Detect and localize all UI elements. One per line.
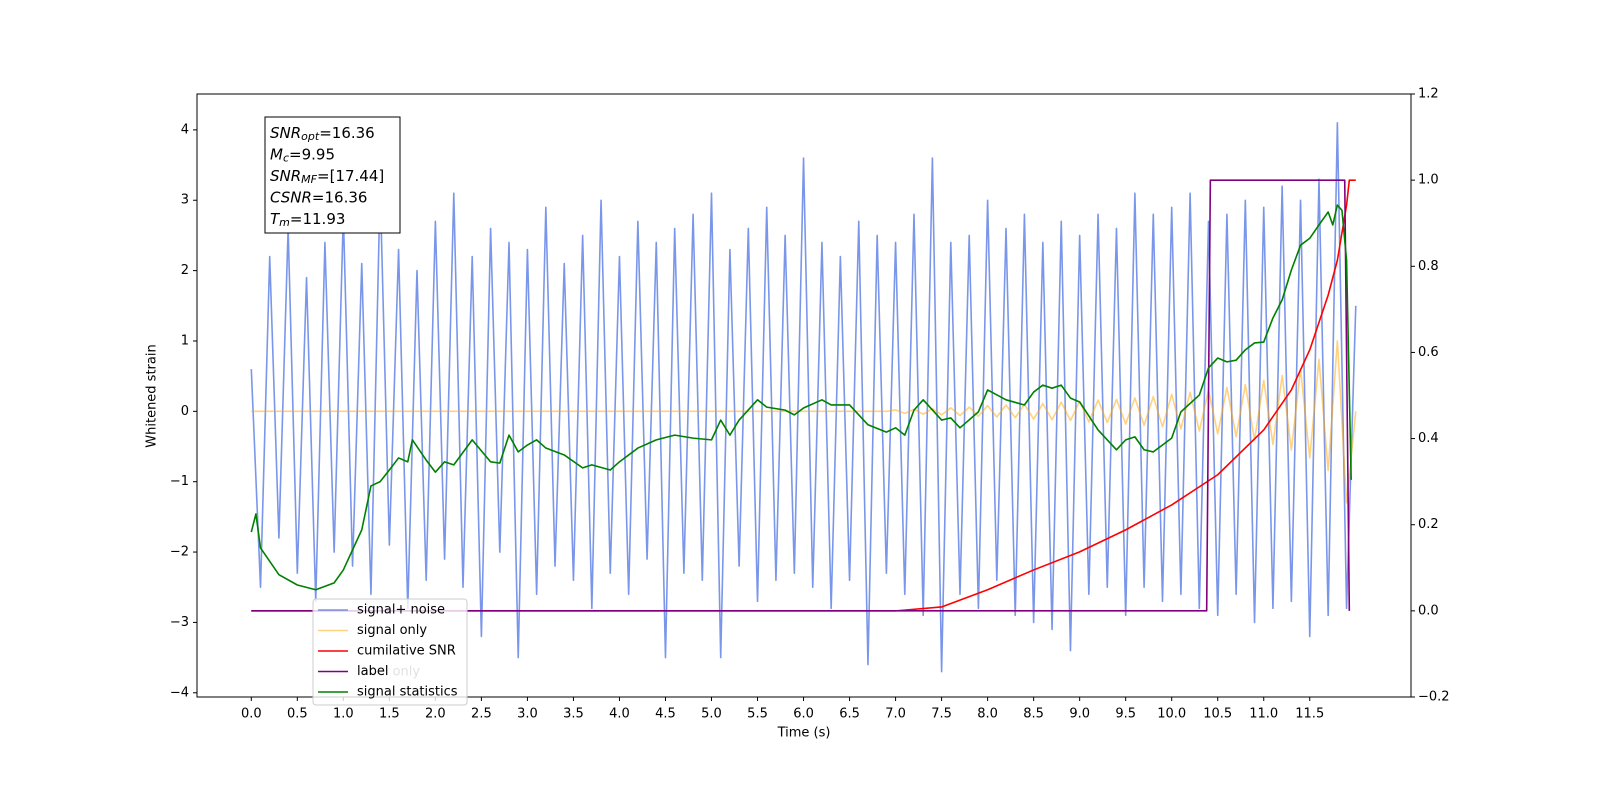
y-tick-label: −3 (170, 615, 189, 630)
x-tick-label: 8.5 (1023, 707, 1044, 722)
annotation-symbol: SNR (270, 124, 301, 142)
y-tick-label: −4 (170, 685, 189, 700)
legend-label: label (357, 664, 388, 679)
annotation-value: =9.95 (289, 145, 335, 163)
annotation-symbol: T (270, 210, 281, 228)
x-tick-label: 2.5 (471, 707, 492, 722)
annotation-subscript: c (283, 152, 289, 165)
annotation-symbol: M (270, 145, 283, 163)
x-tick-label: 7.0 (885, 707, 906, 722)
x-tick-label: 8.0 (977, 707, 998, 722)
annotation-line: Tm=11.93 (270, 210, 345, 230)
annotation-line: SNRMF=[17.44] (270, 167, 384, 187)
x-tick-label: 3.0 (517, 707, 538, 722)
y2-tick-label: 0.4 (1418, 431, 1439, 446)
series-line (250, 122, 1357, 673)
x-tick-label: 4.0 (609, 707, 630, 722)
annotation-symbol: SNR (270, 167, 301, 185)
annotation-value: =11.93 (290, 210, 346, 228)
x-tick-label: 9.5 (1115, 707, 1136, 722)
x-tick-label: 7.5 (931, 707, 952, 722)
annotation-subscript: MF (301, 173, 317, 186)
legend-label: cumilative SNR (357, 644, 456, 659)
x-tick-label: 1.5 (379, 707, 400, 722)
series-line (251, 179, 1351, 612)
y-tick-label: 4 (181, 122, 189, 137)
x-tick-label: 2.0 (425, 707, 446, 722)
x-axis-label: Time (s) (777, 726, 831, 741)
annotation-line: Mc=9.95 (270, 145, 335, 165)
y-tick-label: −2 (170, 545, 189, 560)
series-line (251, 179, 1356, 612)
y-tick-label: −1 (170, 474, 189, 489)
y-tick-label: 1 (181, 333, 189, 348)
x-tick-label: 10.5 (1203, 707, 1232, 722)
x-tick-label: 10.0 (1157, 707, 1186, 722)
x-tick-label: 1.0 (333, 707, 354, 722)
y-tick-label: 2 (181, 263, 189, 278)
y2-tick-label: 1.2 (1418, 87, 1439, 102)
x-tick-label: 4.5 (655, 707, 676, 722)
x-tick-label: 0.5 (287, 707, 308, 722)
series-line (251, 340, 1357, 504)
annotation-line: CSNR=16.36 (270, 188, 367, 206)
x-tick-label: 6.5 (839, 707, 860, 722)
x-tick-label: 5.5 (747, 707, 768, 722)
x-tick-label: 11.0 (1249, 707, 1278, 722)
annotation-box (264, 116, 401, 234)
y2-tick-label: −0.2 (1418, 690, 1450, 705)
x-tick-label: 0.0 (241, 707, 262, 722)
legend-label: signal+ noise (357, 603, 445, 618)
annotation-value: =16.36 (319, 124, 375, 142)
y-tick-label: 3 (181, 193, 189, 208)
annotation-subscript: m (279, 216, 290, 229)
annotation-line: SNRopt=16.36 (270, 124, 375, 144)
annotation-symbol: CSNR (270, 188, 312, 206)
y2-tick-label: 1.0 (1418, 173, 1439, 188)
y-tick-label: 0 (181, 404, 189, 419)
y2-tick-label: 0.2 (1418, 517, 1439, 532)
legend-label: signal only (357, 623, 427, 638)
x-tick-label: 6.0 (793, 707, 814, 722)
y-axis-label: Whitened strain (145, 344, 160, 447)
annotation-value: =16.36 (312, 188, 368, 206)
y2-tick-label: 0.6 (1418, 345, 1439, 360)
y2-tick-label: 0.8 (1418, 259, 1439, 274)
series-line (250, 204, 1352, 591)
annotation-value: =[17.44] (317, 167, 384, 185)
x-tick-label: 11.5 (1295, 707, 1324, 722)
annotation-subscript: opt (301, 130, 320, 143)
x-tick-label: 3.5 (563, 707, 584, 722)
y2-tick-label: 0.0 (1418, 603, 1439, 618)
x-tick-label: 5.0 (701, 707, 722, 722)
legend-label: signal statistics (357, 685, 458, 700)
legend-box (312, 598, 468, 706)
x-tick-label: 9.0 (1069, 707, 1090, 722)
